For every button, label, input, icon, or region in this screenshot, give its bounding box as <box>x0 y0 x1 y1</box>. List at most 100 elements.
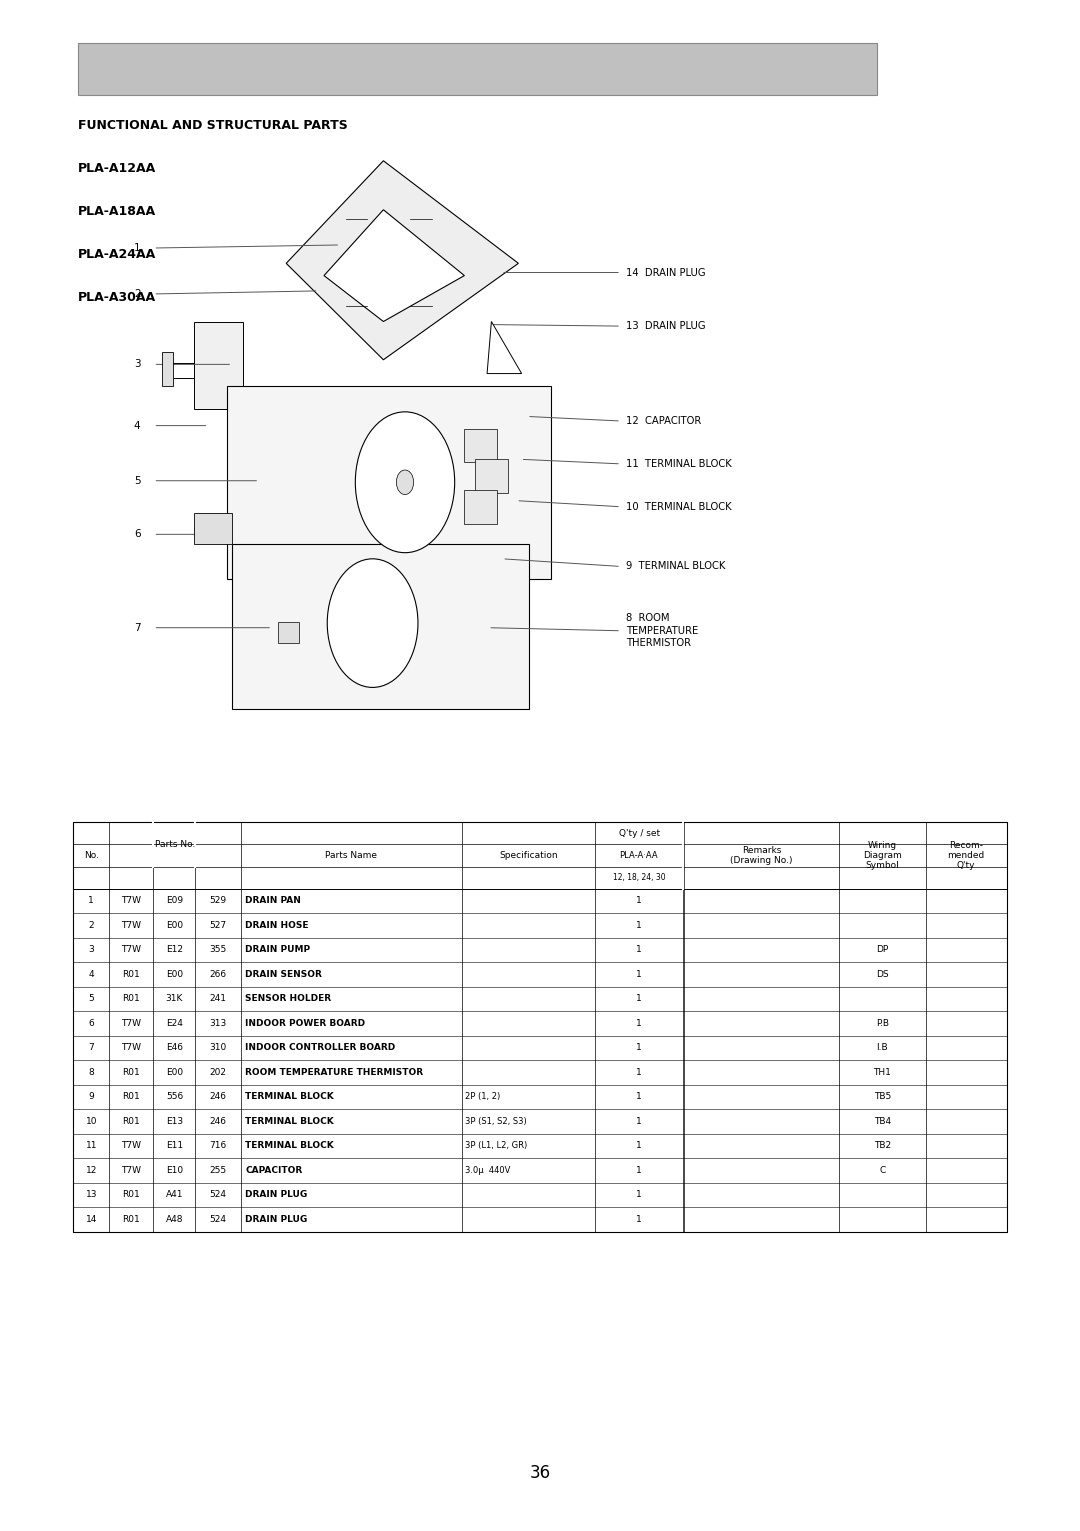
Text: Parts No.: Parts No. <box>154 841 195 848</box>
Text: E00: E00 <box>166 971 183 978</box>
Polygon shape <box>232 544 529 709</box>
Text: 1: 1 <box>636 1142 642 1150</box>
Text: SENSOR HOLDER: SENSOR HOLDER <box>245 995 332 1003</box>
Polygon shape <box>286 161 518 360</box>
Text: 10  TERMINAL BLOCK: 10 TERMINAL BLOCK <box>626 502 732 511</box>
Text: I.B: I.B <box>877 1044 888 1052</box>
Text: T7W: T7W <box>121 1167 141 1174</box>
Text: 246: 246 <box>210 1093 227 1101</box>
Text: 5: 5 <box>89 995 94 1003</box>
Text: 8  ROOM
TEMPERATURE
THERMISTOR: 8 ROOM TEMPERATURE THERMISTOR <box>626 614 699 648</box>
Text: 241: 241 <box>210 995 227 1003</box>
Text: T7W: T7W <box>121 897 141 905</box>
Text: E09: E09 <box>166 897 183 905</box>
Text: DRAIN HOSE: DRAIN HOSE <box>245 922 309 929</box>
Text: 13  DRAIN PLUG: 13 DRAIN PLUG <box>626 322 706 331</box>
Text: Recom-
mended
Q'ty: Recom- mended Q'ty <box>947 841 985 870</box>
Text: 1: 1 <box>636 1069 642 1076</box>
Text: R01: R01 <box>122 971 140 978</box>
Text: 1: 1 <box>134 243 140 253</box>
Text: E24: E24 <box>166 1020 183 1027</box>
Text: 3P (L1, L2, GR): 3P (L1, L2, GR) <box>464 1142 527 1150</box>
Text: Parts Name: Parts Name <box>325 851 377 860</box>
Text: DRAIN PAN: DRAIN PAN <box>245 897 301 905</box>
Bar <box>464 429 497 462</box>
Text: R01: R01 <box>122 1093 140 1101</box>
Text: 1: 1 <box>636 1191 642 1199</box>
Text: E12: E12 <box>166 946 183 954</box>
Text: 1: 1 <box>636 1167 642 1174</box>
Bar <box>162 352 173 386</box>
Text: E13: E13 <box>166 1118 183 1125</box>
Text: 2P (1, 2): 2P (1, 2) <box>464 1093 500 1101</box>
Text: 1: 1 <box>636 1118 642 1125</box>
Text: 11: 11 <box>85 1142 97 1150</box>
Text: 10: 10 <box>85 1118 97 1125</box>
Text: 9: 9 <box>89 1093 94 1101</box>
Text: PLA-A·AA: PLA-A·AA <box>620 851 658 860</box>
Text: E10: E10 <box>166 1167 183 1174</box>
Text: 310: 310 <box>210 1044 227 1052</box>
Text: 3P (S1, S2, S3): 3P (S1, S2, S3) <box>464 1118 527 1125</box>
Text: 556: 556 <box>166 1093 183 1101</box>
Text: PLA-A24AA: PLA-A24AA <box>78 248 156 260</box>
Text: 1: 1 <box>636 995 642 1003</box>
Text: 14  DRAIN PLUG: 14 DRAIN PLUG <box>626 268 706 277</box>
Polygon shape <box>487 322 522 374</box>
Bar <box>73 822 1007 1231</box>
Text: 7: 7 <box>89 1044 94 1052</box>
Text: 12: 12 <box>85 1167 97 1174</box>
Text: 1: 1 <box>636 1020 642 1027</box>
Text: 246: 246 <box>210 1118 227 1125</box>
Text: TH1: TH1 <box>874 1069 891 1076</box>
Text: 313: 313 <box>210 1020 227 1027</box>
Text: DRAIN PUMP: DRAIN PUMP <box>245 946 310 954</box>
Text: A41: A41 <box>165 1191 184 1199</box>
Text: TB5: TB5 <box>874 1093 891 1101</box>
Text: 11  TERMINAL BLOCK: 11 TERMINAL BLOCK <box>626 459 732 468</box>
Text: 4: 4 <box>134 421 140 430</box>
Text: DP: DP <box>876 946 889 954</box>
Text: E00: E00 <box>166 922 183 929</box>
Text: Specification: Specification <box>499 851 557 860</box>
Bar <box>194 513 232 544</box>
Text: 12  CAPACITOR: 12 CAPACITOR <box>626 416 702 426</box>
Text: T7W: T7W <box>121 1044 141 1052</box>
Text: 31K: 31K <box>165 995 184 1003</box>
Text: 2: 2 <box>134 289 140 299</box>
Text: 716: 716 <box>210 1142 227 1150</box>
Text: E00: E00 <box>166 1069 183 1076</box>
Text: 9  TERMINAL BLOCK: 9 TERMINAL BLOCK <box>626 562 726 571</box>
Text: 36: 36 <box>529 1464 551 1482</box>
Text: TB2: TB2 <box>874 1142 891 1150</box>
Text: E46: E46 <box>166 1044 183 1052</box>
Text: PLA-A12AA: PLA-A12AA <box>78 162 156 175</box>
Text: 5: 5 <box>134 476 140 485</box>
Circle shape <box>396 470 414 495</box>
Polygon shape <box>227 386 551 579</box>
Text: 266: 266 <box>210 971 227 978</box>
Text: 355: 355 <box>210 946 227 954</box>
Text: FUNCTIONAL AND STRUCTURAL PARTS: FUNCTIONAL AND STRUCTURAL PARTS <box>78 119 348 132</box>
Bar <box>475 459 508 493</box>
Text: 202: 202 <box>210 1069 227 1076</box>
Text: 4: 4 <box>89 971 94 978</box>
Text: 524: 524 <box>210 1191 227 1199</box>
Text: DRAIN PLUG: DRAIN PLUG <box>245 1216 308 1223</box>
Text: CAPACITOR: CAPACITOR <box>245 1167 302 1174</box>
Text: Remarks
(Drawing No.): Remarks (Drawing No.) <box>730 845 793 865</box>
Text: T7W: T7W <box>121 1142 141 1150</box>
Text: R01: R01 <box>122 1216 140 1223</box>
Text: A48: A48 <box>165 1216 184 1223</box>
Text: TB4: TB4 <box>874 1118 891 1125</box>
Text: No.: No. <box>84 851 99 860</box>
Polygon shape <box>194 322 243 409</box>
Text: 13: 13 <box>85 1191 97 1199</box>
Text: T7W: T7W <box>121 1020 141 1027</box>
Text: 1: 1 <box>89 897 94 905</box>
Text: PLA-A18AA: PLA-A18AA <box>78 205 156 217</box>
Text: R01: R01 <box>122 1118 140 1125</box>
Text: 255: 255 <box>210 1167 227 1174</box>
Text: 1: 1 <box>636 922 642 929</box>
Text: 1: 1 <box>636 1044 642 1052</box>
